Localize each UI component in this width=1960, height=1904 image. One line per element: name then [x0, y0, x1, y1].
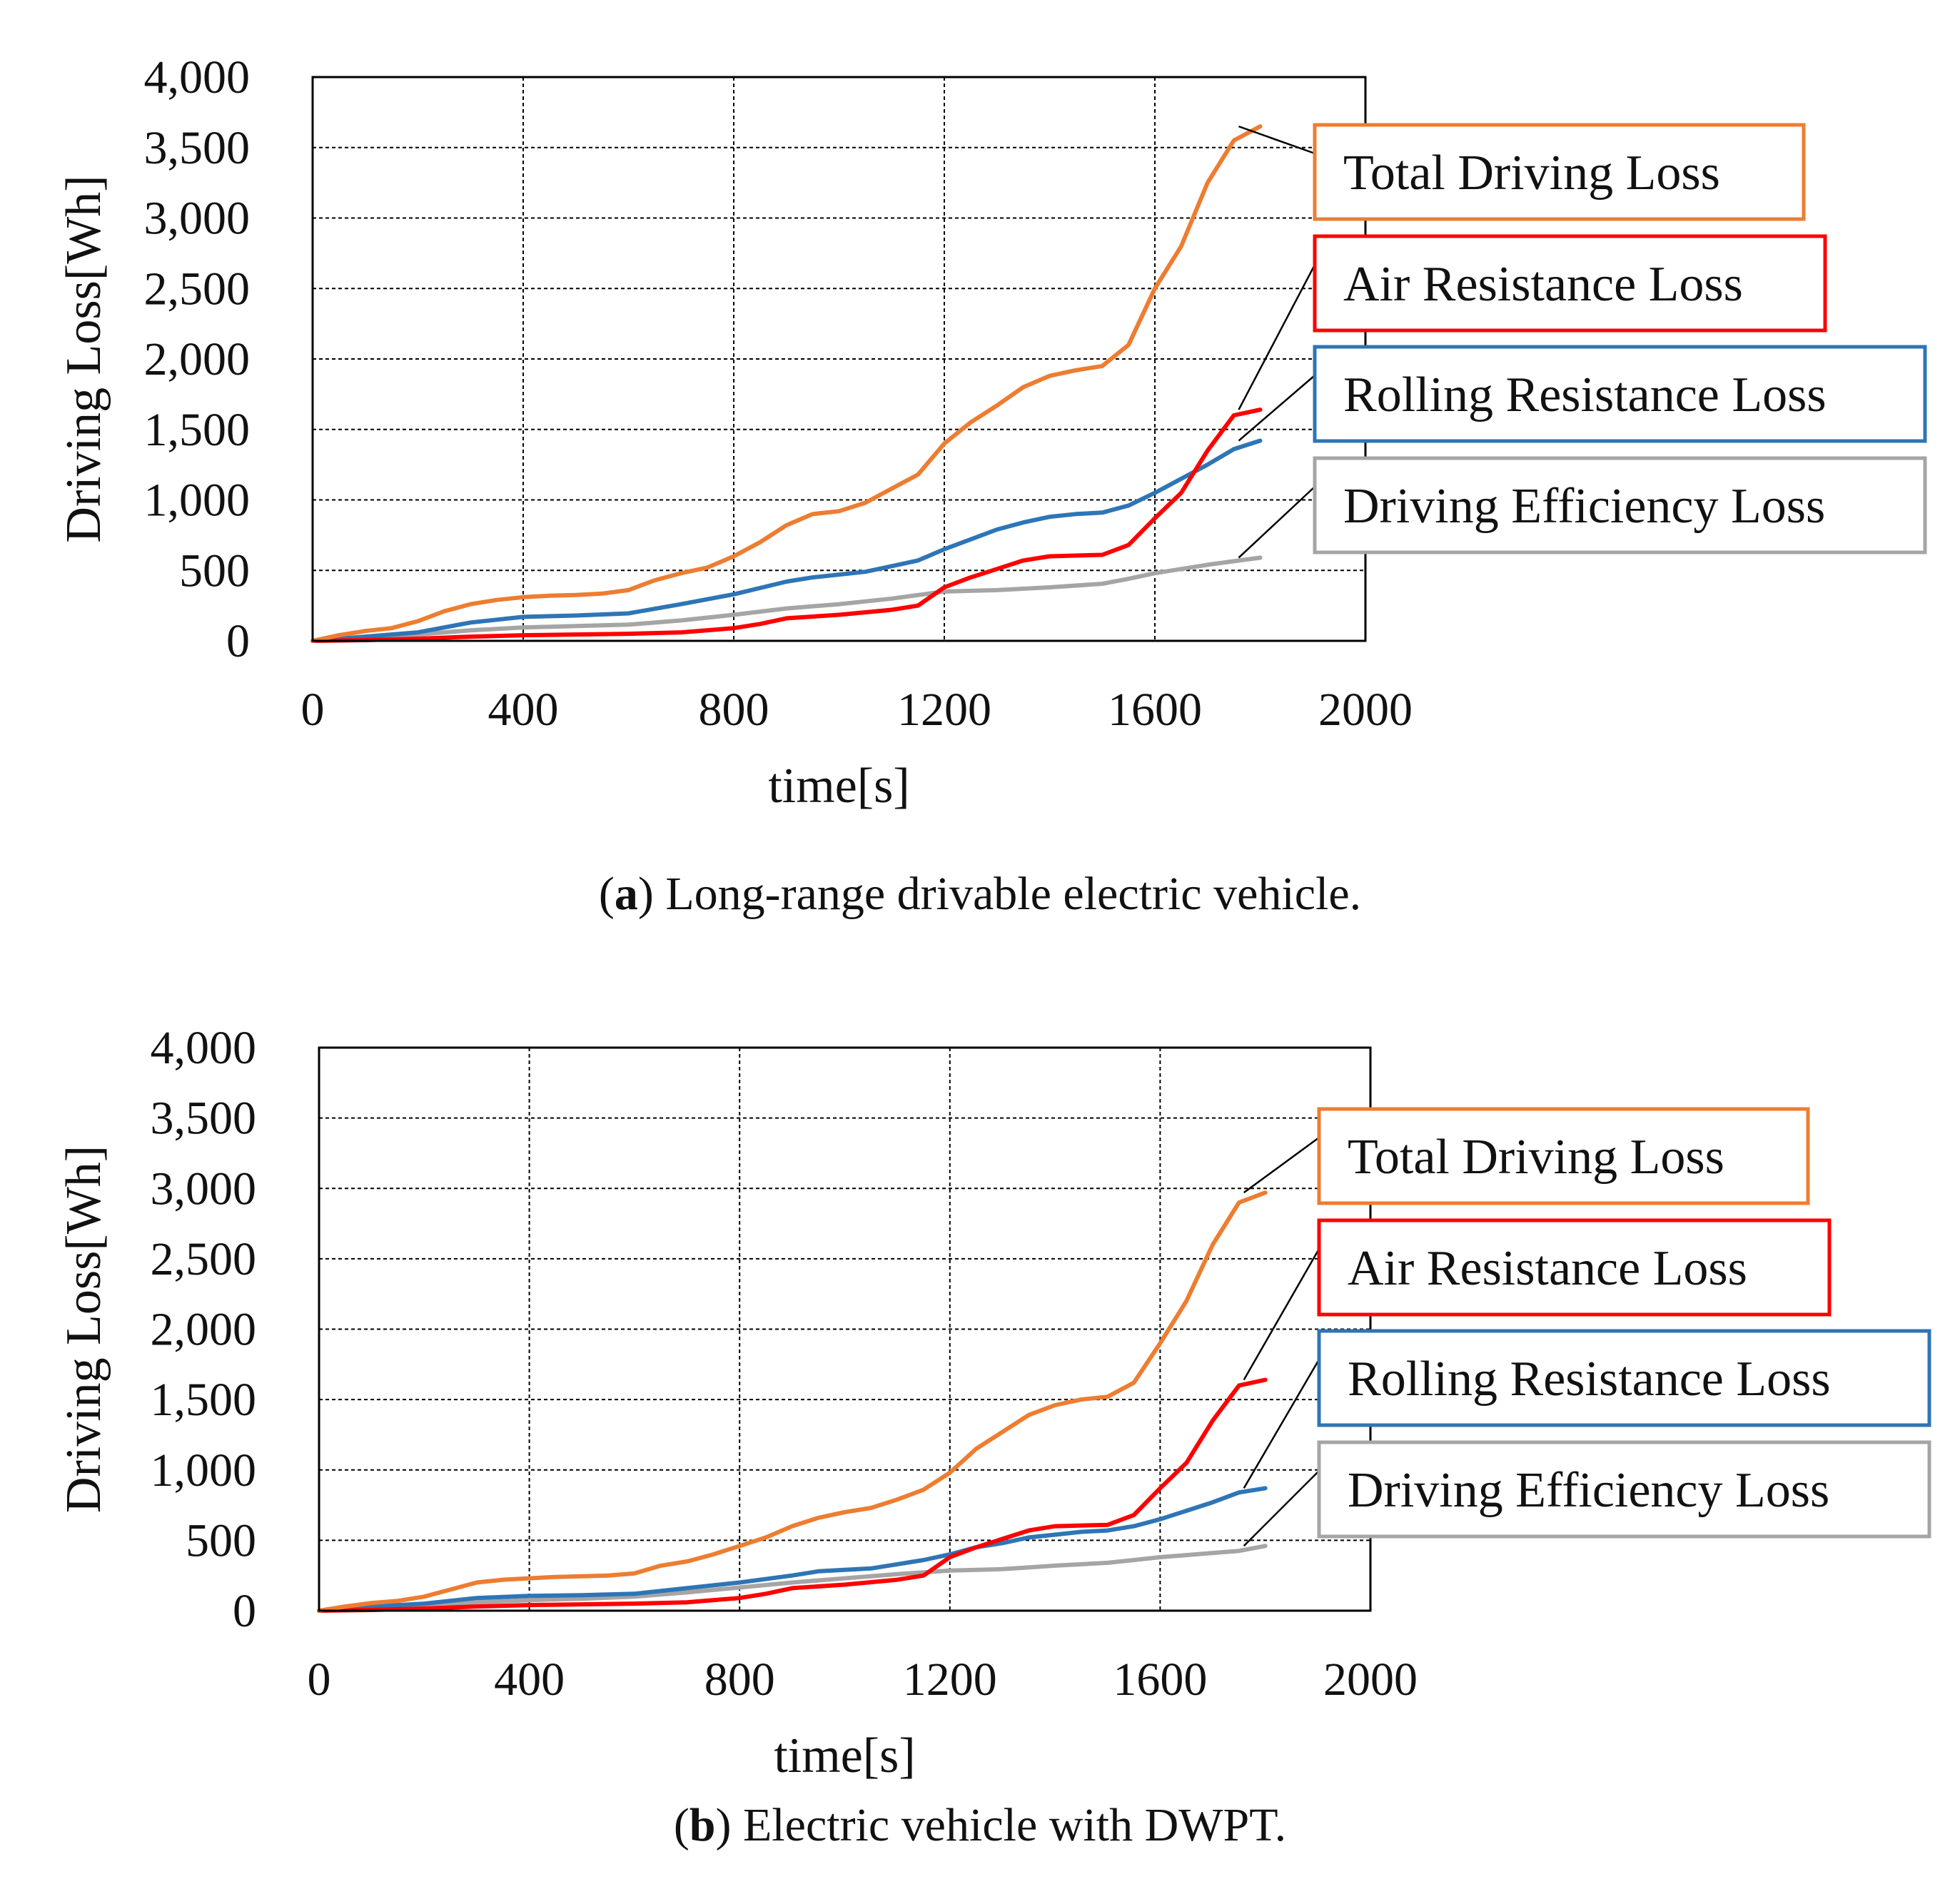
pb-y-tick-label-1: 500	[186, 1514, 256, 1566]
pb-legend-label-2: Rolling Resistance Loss	[1348, 1352, 1831, 1407]
figure-b: 0 500 1,000 1,500 2,000 2,500 3,000 3,500 4,000 0…	[0, 963, 1960, 1904]
pb-legend-label-0: Total Driving Loss	[1348, 1130, 1724, 1185]
pa-legend-box-3	[1313, 456, 1927, 555]
pa-y-tick-label-5: 2,500	[144, 263, 251, 315]
pa-y-tick-label-4: 2,000	[144, 333, 251, 385]
caption-a-label: a	[614, 868, 638, 920]
pa-y-tick-label-3: 1,500	[144, 404, 251, 456]
pa-x-axis-label: time[s]	[768, 759, 909, 814]
pb-x-axis-label: time[s]	[774, 1728, 915, 1783]
pb-legend-leader-1	[1243, 1248, 1320, 1381]
pa-x-tick-label-2: 800	[699, 684, 769, 736]
pa-x-tick-label-3: 1200	[897, 684, 991, 736]
pb-legend-leader-2	[1243, 1359, 1320, 1489]
pa-series-line-2	[310, 438, 1263, 643]
pb-y-tick-label-8: 4,000	[151, 1022, 257, 1074]
pb-y-axis-label: Driving Loss[Wh]	[56, 1145, 111, 1513]
pb-x-tick-label-3: 1200	[903, 1654, 997, 1706]
pb-y-tick-label-2: 1,000	[151, 1444, 257, 1497]
pa-y-tick-label-6: 3,000	[144, 193, 251, 245]
pa-series-line-3	[310, 555, 1263, 643]
pa-x-tick-label-1: 400	[488, 684, 559, 736]
pb-legend-box-1	[1317, 1218, 1832, 1317]
pb-x-tick-label-4: 1600	[1113, 1654, 1207, 1706]
caption-b-text: Electric vehicle with DWPT.	[731, 1799, 1287, 1851]
pb-legend-box-3	[1317, 1440, 1931, 1539]
pb-y-tick-label-0: 0	[233, 1585, 256, 1637]
pb-legend-box-0	[1317, 1107, 1810, 1205]
pb-y-tick-label-5: 2,500	[151, 1233, 257, 1285]
pa-legend-label-3: Driving Efficiency Loss	[1343, 479, 1825, 534]
pa-legend-label-0: Total Driving Loss	[1343, 146, 1720, 201]
pb-legend-leader-3	[1243, 1470, 1320, 1547]
figure-a: 0 500 1,000 1,500 2,000 2,500 3,000 3,500 4,000 0…	[56, 51, 1927, 920]
caption-a-text: Long-range drivable electric vehicle.	[653, 868, 1362, 920]
pb-y-tick-label-3: 1,500	[151, 1374, 257, 1426]
pa-series-line-0	[310, 124, 1263, 643]
pb-x-tick-label-1: 400	[494, 1654, 565, 1706]
pa-series-line-1	[310, 407, 1263, 643]
pb-legend-label-3: Driving Efficiency Loss	[1348, 1463, 1829, 1518]
pa-y-axis-label: Driving Loss[Wh]	[56, 175, 111, 542]
pa-x-tick-label-4: 1600	[1108, 684, 1202, 736]
pa-y-tick-label-2: 1,000	[144, 475, 251, 527]
pa-legend-label-1: Air Resistance Loss	[1343, 257, 1743, 312]
pa-x-tick-label-5: 2000	[1318, 684, 1413, 736]
pa-y-tick-label-0: 0	[226, 615, 250, 667]
pb-x-tick-label-0: 0	[308, 1654, 331, 1706]
pb-legend-label-1: Air Resistance Loss	[1348, 1241, 1747, 1296]
pa-legend-leader-1	[1238, 264, 1316, 410]
pa-legend-box-1	[1313, 234, 1827, 333]
pb-y-tick-label-7: 3,500	[151, 1093, 257, 1145]
pb-series-line-2	[317, 1486, 1268, 1613]
pb-series-line-0	[317, 1190, 1268, 1613]
pa-legend-leader-0	[1238, 125, 1315, 155]
pa-y-tick-label-7: 3,500	[144, 122, 251, 174]
pb-legend-box-2	[1317, 1329, 1931, 1427]
pb-y-tick-label-4: 2,000	[151, 1304, 257, 1356]
pb-x-tick-label-5: 2000	[1323, 1654, 1418, 1706]
pa-legend-box-0	[1313, 123, 1806, 221]
pa-legend-leader-2	[1238, 375, 1315, 442]
pb-y-tick-label-6: 3,000	[151, 1163, 257, 1215]
pb-legend-leader-0	[1243, 1136, 1320, 1194]
caption-a: (a) Long-range drivable electric vehicle…	[598, 868, 1362, 920]
pb-x-tick-label-2: 800	[704, 1654, 775, 1706]
pa-legend-label-2: Rolling Resistance Loss	[1343, 368, 1827, 422]
pa-legend-leader-3	[1238, 486, 1315, 559]
pa-x-tick-label-0: 0	[301, 684, 325, 736]
pa-y-tick-label-8: 4,000	[144, 51, 251, 103]
pb-series-line-1	[317, 1377, 1268, 1613]
pa-y-tick-label-1: 500	[179, 545, 250, 597]
caption-b: (b) Electric vehicle with DWPT.	[673, 1799, 1287, 1851]
pa-legend-box-2	[1313, 345, 1927, 443]
caption-b-label: b	[689, 1799, 716, 1851]
chart-a: 0 500 1,000 1,500 2,000 2,500 3,000 3,500 4,000 0…	[56, 51, 1927, 814]
chart-b: 0 500 1,000 1,500 2,000 2,500 3,000 3,500 4,000 0…	[56, 1022, 1931, 1783]
pb-series-line-3	[317, 1544, 1268, 1613]
